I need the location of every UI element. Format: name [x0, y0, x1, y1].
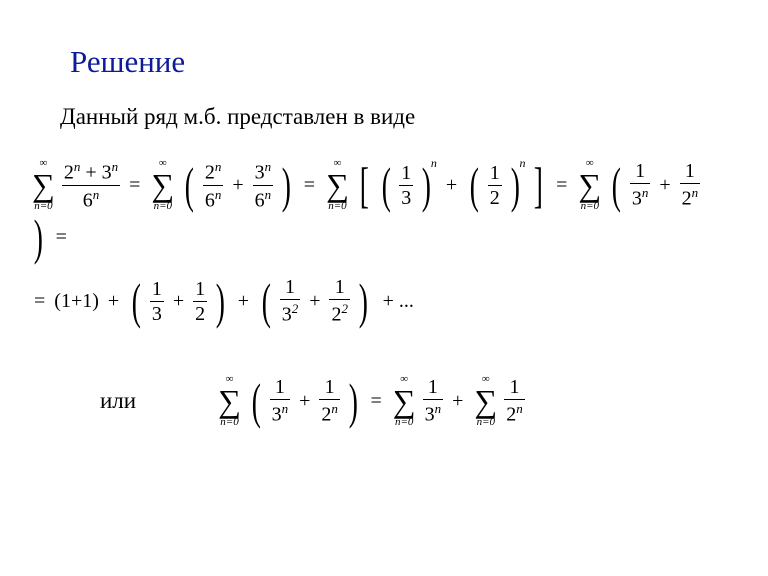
equation-line-2: = (1+1) + ( 1 3 + 1 2 ) + ( 1 32 + 1 22 …: [30, 276, 718, 326]
sigma-icon: ∞ ∑ n=0: [218, 374, 241, 428]
intro-text: Данный ряд м.б. представлен в виде: [60, 104, 718, 130]
sigma-icon: ∞ ∑ n=0: [578, 158, 601, 212]
sigma-icon: ∞ ∑ n=0: [32, 158, 55, 212]
sigma-icon: ∞ ∑ n=0: [474, 374, 497, 428]
sigma-icon: ∞ ∑ n=0: [393, 374, 416, 428]
page-title: Решение: [70, 44, 718, 80]
sigma-icon: ∞ ∑ n=0: [151, 158, 174, 212]
or-label: или: [100, 388, 136, 414]
sigma-icon: ∞ ∑ n=0: [326, 158, 349, 212]
equation-line-1: ∞ ∑ n=0 2n + 3n 6n = ∞ ∑ n=0 ( 2n 6n + 3…: [30, 158, 718, 262]
equation-line-3: или ∞ ∑ n=0 ( 1 3n + 1 2n ) = ∞: [70, 374, 718, 428]
fraction: 2n + 3n 6n: [62, 160, 120, 210]
